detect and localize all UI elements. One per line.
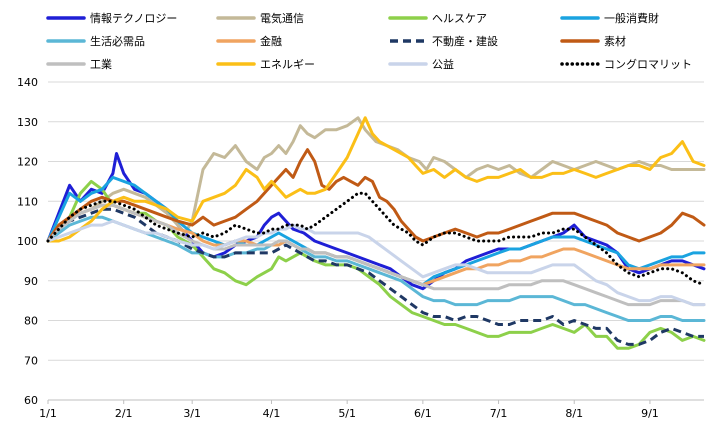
legend-label: 電気通信 [260,11,304,25]
legend-label: 公益 [432,57,454,71]
legend-label: 一般消費財 [604,11,659,25]
y-tick-label: 60 [24,394,38,407]
x-tick-label: 8/1 [565,407,583,420]
series-line [46,215,706,322]
x-tick-label: 5/1 [338,407,356,420]
series-line [46,148,706,243]
y-tick-label: 140 [17,76,38,89]
legend-label: 金融 [260,34,282,48]
y-tick-label: 100 [17,235,38,248]
x-tick-label: 6/1 [414,407,432,420]
series-line [46,191,706,287]
x-tick-label: 1/1 [39,407,57,420]
series-line [46,203,706,307]
legend-label: エネルギー [260,58,315,71]
y-tick-label: 110 [17,195,38,208]
x-tick-label: 4/1 [263,407,281,420]
x-tick-label: 3/1 [183,407,201,420]
legend-label: コングロマリット [604,57,692,71]
x-tick-label: 7/1 [490,407,508,420]
y-tick-label: 80 [24,315,38,328]
y-axis: 60 70 80 90 100 110 120 130 140 [17,76,38,407]
legend-label: 情報テクノロジー [90,12,177,25]
legend-label: 生活必需品 [90,34,145,48]
y-tick-label: 70 [24,354,38,367]
series-line [46,219,706,307]
legend-label: ヘルスケア [432,12,487,25]
series-line [46,116,706,243]
y-tick-label: 120 [17,156,38,169]
x-tick-label: 9/1 [641,407,659,420]
x-tick-label: 2/1 [115,407,133,420]
series-line [46,207,704,346]
x-axis: 1/1 2/1 3/1 4/1 5/1 6/1 7/1 8/1 9/1 [39,399,704,420]
legend-label: 素材 [604,34,626,48]
legend-label: 不動産・建設 [432,34,498,48]
y-tick-label: 130 [17,116,38,129]
series-lines [46,116,706,350]
legend-label: 工業 [90,58,112,71]
y-tick-label: 90 [24,275,38,288]
